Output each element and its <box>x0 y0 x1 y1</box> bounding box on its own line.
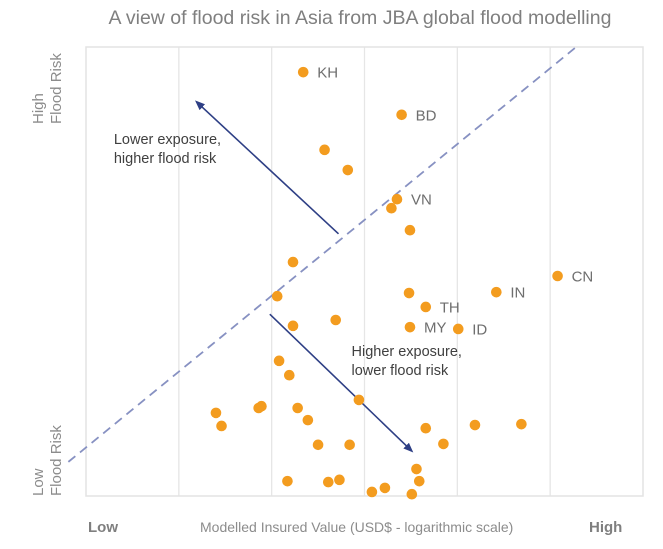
data-point <box>334 474 345 486</box>
point-label-th: TH <box>440 299 460 316</box>
y-axis-low-label: Low Flood Risk <box>30 425 65 496</box>
annotation-line: Lower exposure, <box>114 132 221 148</box>
data-point <box>516 418 527 430</box>
data-point <box>420 422 432 434</box>
data-point <box>284 369 295 381</box>
y-high-line-2: Flood Risk <box>48 53 65 124</box>
x-axis-title: Modelled Insured Value (USD$ - logarithm… <box>200 519 513 535</box>
data-point <box>210 407 222 419</box>
data-point <box>292 402 303 414</box>
data-point <box>302 414 314 426</box>
data-point <box>411 463 422 475</box>
data-point-vn <box>391 193 403 205</box>
annotation-line: Higher exposure, <box>352 344 462 360</box>
y-axis-high-label: High Flood Risk <box>30 53 65 124</box>
point-label-id: ID <box>472 321 487 338</box>
data-point <box>273 355 285 367</box>
data-point <box>319 144 330 156</box>
chart-title: A view of flood risk in Asia from JBA gl… <box>109 7 612 29</box>
data-point <box>469 419 481 431</box>
data-point <box>282 475 293 487</box>
point-label-cn: CN <box>572 268 594 285</box>
annotation-higher-exposure: Higher exposure, lower flood risk <box>352 344 466 379</box>
data-point-th <box>420 301 432 313</box>
data-point <box>271 290 283 302</box>
arrow-higher-exposure-lower-risk <box>269 313 414 453</box>
data-point-my <box>404 321 416 333</box>
point-labels: KH BD VN CN IN TH MY ID <box>317 65 593 339</box>
trend-line <box>67 46 577 463</box>
annotation-lower-exposure: Lower exposure, higher flood risk <box>114 132 225 167</box>
data-point <box>403 287 415 299</box>
arrow-lower-exposure-higher-risk <box>195 100 340 235</box>
data-point <box>404 224 416 236</box>
data-point-bd <box>396 109 407 121</box>
annotation-line: lower flood risk <box>352 363 449 379</box>
data-point <box>342 164 354 176</box>
data-point <box>413 475 425 487</box>
data-point-id <box>452 323 464 335</box>
y-low-line-1: Low <box>30 468 47 496</box>
annotation-line: higher flood risk <box>114 151 217 167</box>
data-point <box>312 439 324 451</box>
data-point <box>366 486 378 498</box>
grid-lines <box>178 47 551 496</box>
point-label-kh: KH <box>317 65 338 82</box>
data-point <box>322 476 334 488</box>
data-point <box>287 320 299 332</box>
data-point-cn <box>552 270 563 282</box>
data-point <box>353 394 365 406</box>
data-points <box>210 66 563 500</box>
y-high-line-1: High <box>30 93 47 124</box>
data-point <box>256 400 267 412</box>
point-label-bd: BD <box>416 107 437 124</box>
point-label-my: MY <box>424 320 447 337</box>
data-point <box>344 439 355 451</box>
point-label-vn: VN <box>411 192 432 209</box>
data-point <box>216 420 227 432</box>
y-low-line-2: Flood Risk <box>48 425 65 496</box>
data-point-in <box>491 286 502 298</box>
data-point-kh <box>297 66 309 78</box>
plot-frame <box>85 46 644 497</box>
data-point <box>386 202 397 214</box>
data-point <box>287 256 299 268</box>
data-point <box>379 482 391 494</box>
x-axis-low-label: Low <box>88 519 118 536</box>
data-point <box>330 314 342 326</box>
data-point <box>406 488 418 500</box>
point-label-in: IN <box>510 285 525 302</box>
data-point <box>438 438 449 450</box>
x-axis-high-label: High <box>589 519 622 536</box>
